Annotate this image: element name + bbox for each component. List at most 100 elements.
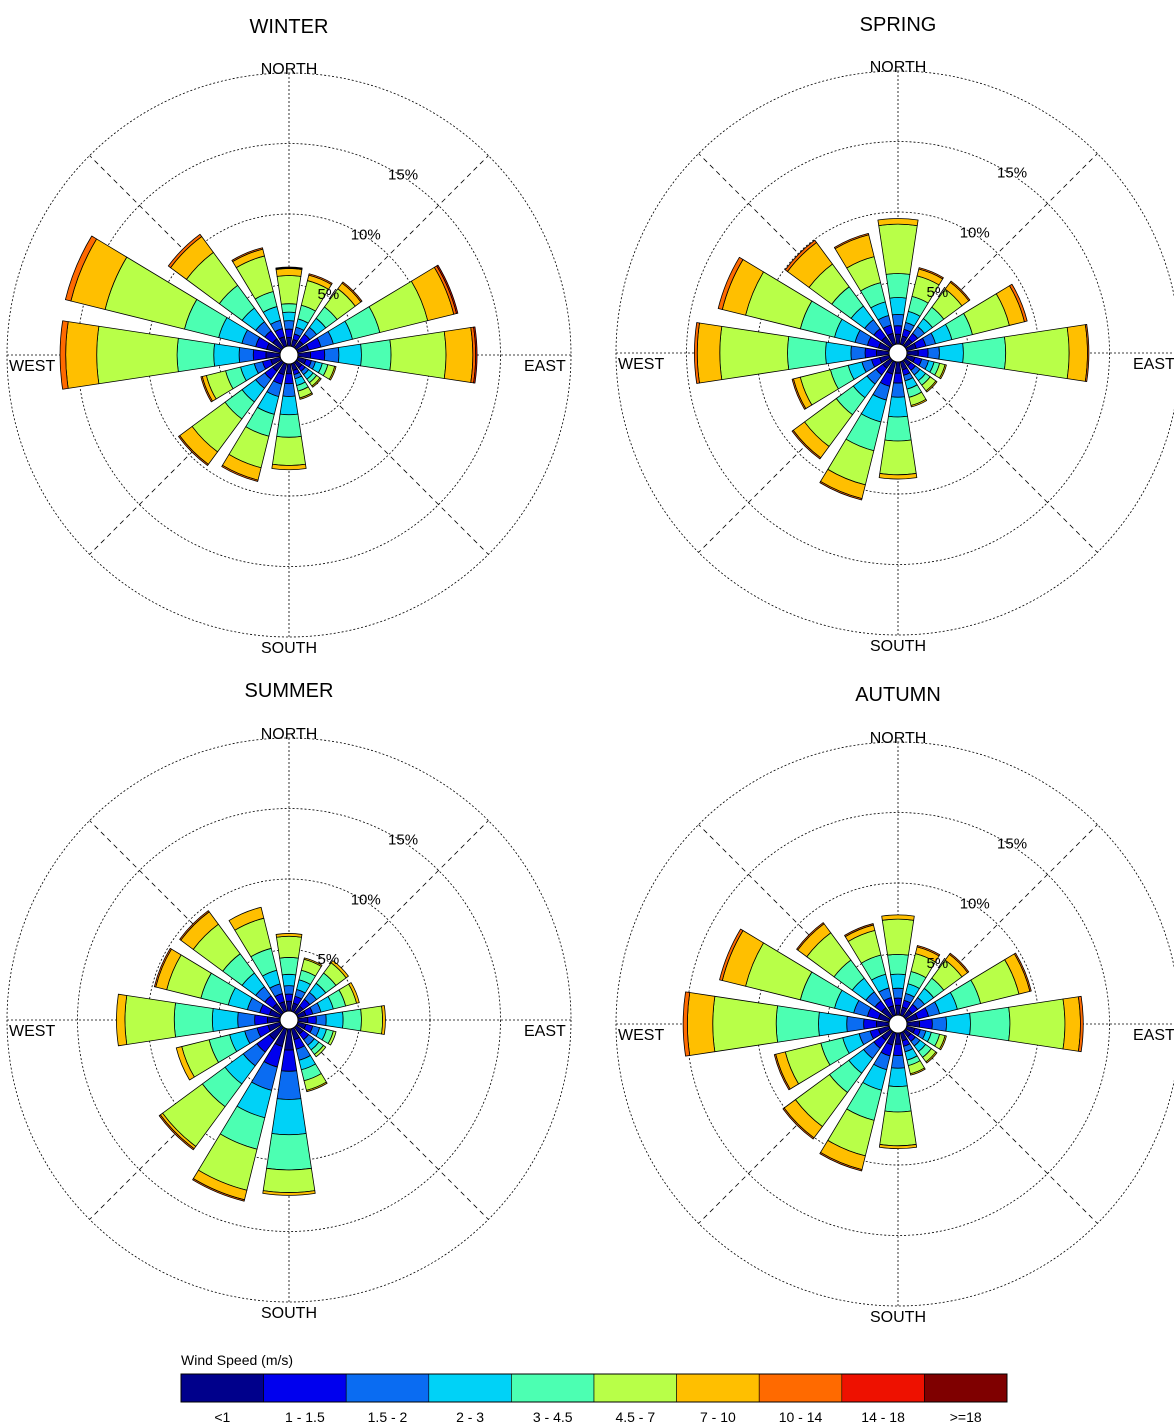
sector-segment (892, 987, 904, 999)
sector-segment (176, 337, 215, 373)
sector-segment (893, 997, 903, 1006)
panel-title: SPRING (860, 14, 937, 36)
sector-segment (878, 1144, 918, 1149)
sector-segment (884, 415, 912, 442)
legend-swatch (263, 1373, 347, 1403)
panel-title: AUTUMN (855, 684, 941, 706)
sector-segment (819, 1152, 863, 1172)
sector-segment (939, 1035, 947, 1051)
sector-segment (775, 1005, 820, 1043)
grid-spoke (288, 1019, 489, 1220)
sector-segment (211, 1008, 239, 1032)
sector-180 (878, 1032, 918, 1149)
sector-segment (881, 914, 915, 921)
ring-label: 15% (997, 165, 1027, 182)
sector-segment (796, 922, 825, 951)
sector-segment (213, 343, 241, 367)
direction-label-east: EAST (524, 358, 566, 375)
sector-segment (284, 373, 294, 385)
sector-segment (315, 1014, 327, 1026)
sector-270 (682, 991, 890, 1057)
sector-segment (360, 1005, 384, 1035)
sector-segment (887, 953, 909, 976)
sector-segment (262, 1190, 316, 1196)
sector-157.5 (290, 1027, 328, 1093)
sector-segment (271, 463, 307, 471)
sector-segment (894, 1004, 902, 1016)
sector-315 (784, 239, 894, 349)
sector-157.5 (899, 1031, 926, 1076)
sector-segment (884, 1085, 912, 1113)
sector-segment (59, 320, 69, 390)
legend-title: Wind Speed (m/s) (181, 1352, 293, 1368)
sector-22.5 (899, 945, 941, 1017)
sector-segment (65, 321, 100, 389)
sector-90 (297, 326, 478, 384)
sector-segment (276, 275, 302, 305)
sector-segment (231, 247, 264, 262)
sector-segment (178, 435, 209, 466)
sector-segment (819, 481, 863, 501)
sector-segment (1066, 324, 1088, 382)
sector-segment (894, 333, 902, 345)
sector-segment (200, 376, 213, 403)
legend-label: 10 - 14 (779, 1409, 823, 1425)
sector-22.5 (290, 957, 323, 1013)
sector-segment (175, 1046, 195, 1081)
sector-247.5 (791, 354, 891, 410)
sector-135 (902, 357, 938, 393)
ring-label: 5% (318, 286, 340, 303)
sector-segment (787, 336, 827, 370)
sector-67.5 (296, 264, 459, 354)
sector-segment (381, 1005, 386, 1035)
sector-segment (945, 1012, 971, 1036)
direction-label-west: WEST (9, 1023, 55, 1040)
grid-spoke (288, 354, 489, 555)
sector-segment (825, 341, 852, 365)
sector-segment (893, 372, 903, 384)
direction-label-east: EAST (1133, 356, 1174, 373)
sector-segment (325, 1011, 344, 1029)
legend-label: 3 - 4.5 (533, 1409, 573, 1425)
sector-segment (323, 347, 340, 363)
sector-225 (791, 357, 894, 460)
sector-45 (293, 960, 349, 1016)
sector-segment (158, 1114, 195, 1151)
legend-swatch (428, 1373, 512, 1403)
ring-label: 15% (388, 167, 418, 184)
sector-segment (348, 982, 360, 1004)
legend-label: 1 - 1.5 (285, 1409, 325, 1425)
sector-segment (888, 1067, 908, 1087)
sector-segment (712, 995, 778, 1053)
direction-label-south: SOUTH (261, 1305, 317, 1322)
legend-swatch (924, 1373, 1008, 1403)
legend-label: 1.5 - 2 (368, 1409, 408, 1425)
sector-segment (281, 973, 297, 987)
sector-segment (694, 322, 700, 384)
sector-segment (877, 218, 919, 226)
windrose-winter: WINTER 5% 10% 15% NORTH SOUTH EAST WEST (6, 16, 572, 657)
sector-segment (846, 1015, 865, 1033)
ring-label: 5% (927, 955, 949, 972)
sector-segment (1008, 998, 1066, 1050)
sector-segment (276, 935, 302, 959)
sector-202.5 (221, 362, 288, 482)
sector-315 (796, 922, 894, 1020)
sector-segment (124, 995, 176, 1045)
sector-segment (938, 342, 964, 364)
sector-segment (919, 1018, 933, 1030)
sector-segment (818, 1011, 848, 1037)
sector-225 (158, 1024, 285, 1151)
sector-segment (473, 326, 478, 384)
sector-segment (850, 345, 866, 361)
sector-45 (902, 952, 970, 1020)
direction-label-west: WEST (9, 358, 55, 375)
ring-label: 10% (351, 891, 381, 908)
direction-label-south: SOUTH (870, 1309, 926, 1326)
sector-337.5 (228, 906, 288, 1013)
direction-label-north: NORTH (870, 730, 927, 747)
sector-247.5 (200, 356, 282, 403)
sector-90 (906, 995, 1084, 1053)
direction-label-north: NORTH (261, 61, 318, 78)
